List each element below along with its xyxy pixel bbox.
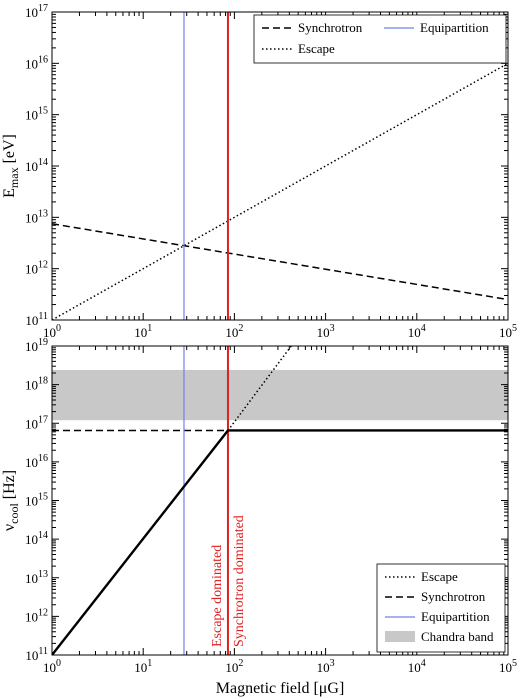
y-tick-label: 1016 (25, 54, 48, 71)
y-tick-label: 1019 (25, 337, 48, 354)
x-tick-label: 101 (134, 658, 152, 675)
x-tick-label: 105 (499, 323, 517, 340)
annotation-0: Escape dominated (210, 545, 225, 647)
plot-area (52, 346, 508, 655)
legend-label-escape: Escape (421, 569, 458, 584)
x-tick-label: 105 (499, 658, 517, 675)
x-tick-label: 102 (225, 658, 243, 675)
y-tick-label: 1015 (25, 492, 48, 509)
y-tick-label: 1011 (25, 646, 48, 663)
legend-label-equipartition: Equipartition (420, 20, 489, 35)
escape-series (52, 62, 508, 320)
legend-label-synchrotron: Synchrotron (298, 20, 363, 35)
x-tick-label: 103 (317, 323, 335, 340)
legend-label-escape: Escape (298, 41, 335, 56)
x-tick-label: 102 (225, 323, 243, 340)
x-tick-label: 104 (408, 658, 426, 675)
cooling-frequency-line (52, 429, 508, 655)
annotation-1: Synchrotron dominated (232, 515, 247, 647)
y-tick-label: 1013 (25, 569, 48, 586)
y-tick-label: 1017 (25, 414, 48, 431)
bottom-panel: Escape dominated Synchrotron dominated 100… (1, 337, 517, 697)
legend-label-synchrotron: Synchrotron (421, 589, 486, 604)
x-tick-label: 101 (134, 323, 152, 340)
y-tick-label: 1014 (25, 157, 48, 174)
legend-box (253, 14, 507, 64)
y-tick-label: 1017 (25, 3, 48, 20)
x-tick-label: 100 (43, 658, 61, 675)
y-axis-label: Emax [eV] (1, 134, 21, 198)
y-tick-label: 1016 (25, 453, 48, 470)
y-tick-label: 1012 (25, 260, 48, 277)
escape-series (227, 346, 292, 431)
chandra-band (52, 369, 508, 421)
y-tick-label: 1011 (25, 311, 48, 328)
y-tick-label: 1014 (25, 530, 48, 547)
x-tick-label: 103 (317, 658, 335, 675)
legend-label-equipartition: Equipartition (421, 609, 490, 624)
x-axis-label: Magnetic field [μG] (216, 680, 345, 697)
x-tick-label: 100 (43, 323, 61, 340)
y-tick-label: 1015 (25, 106, 48, 123)
legend-label-chandra-band: Chandra band (421, 629, 494, 644)
y-tick-label: 1012 (25, 607, 48, 624)
legend-swatch-chandra-band (385, 631, 415, 642)
y-tick-label: 1018 (25, 376, 48, 393)
top-panel: 100 101 102 103 104 105 1011 1012 1013 1014 1015 10… (1, 3, 517, 340)
synchrotron-series (52, 223, 508, 301)
y-axis-label: νcool [Hz] (1, 470, 21, 531)
x-tick-label: 104 (408, 323, 426, 340)
y-tick-label: 1013 (25, 208, 48, 225)
plot-area (52, 12, 508, 320)
